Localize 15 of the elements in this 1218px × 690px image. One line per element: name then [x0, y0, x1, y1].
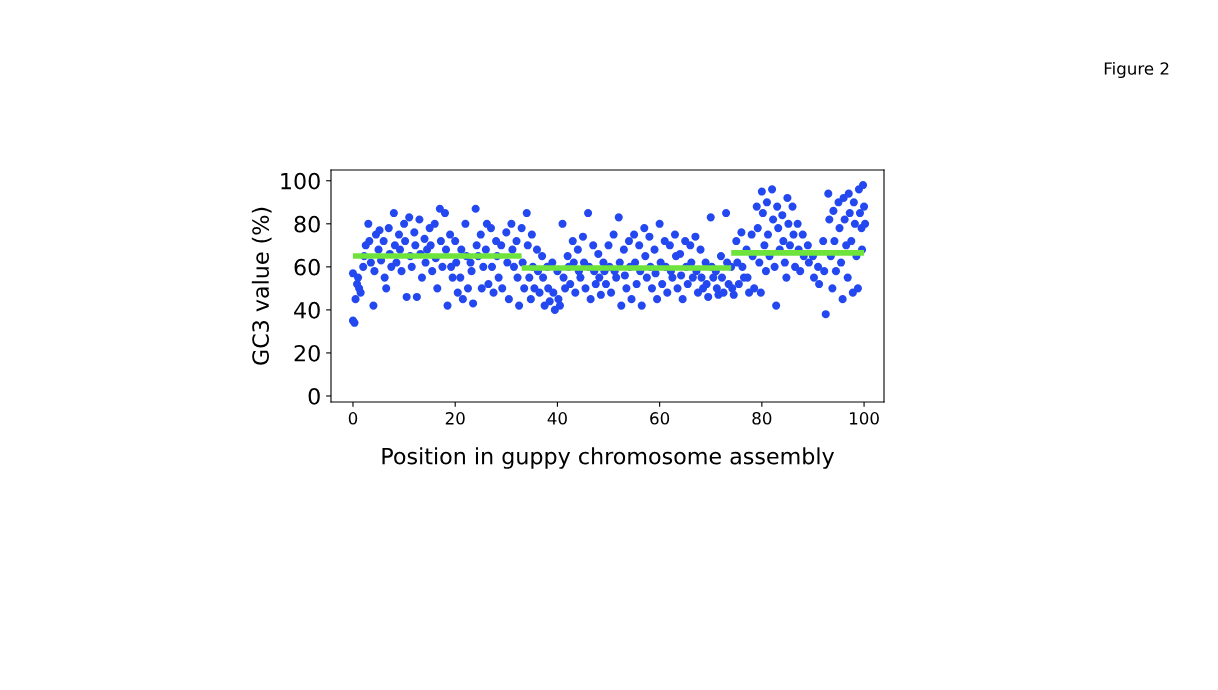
y-tick-label: 100 [281, 172, 320, 190]
x-tick-label: 20 [445, 412, 465, 425]
y-tick-label: 60 [294, 258, 320, 276]
x-tick-label: 100 [849, 412, 879, 425]
x-tick-label: 0 [348, 412, 358, 425]
y-tick-label: 0 [308, 387, 320, 405]
y-axis-title: GC3 value (%) [251, 207, 272, 365]
x-tick-label: 40 [547, 412, 567, 425]
x-tick-label: 60 [650, 412, 670, 425]
y-tick-label: 80 [294, 215, 320, 233]
x-tick-label: 80 [752, 412, 772, 425]
y-tick-label: 20 [294, 344, 320, 362]
x-axis-title: Position in guppy chromosome assembly [382, 447, 835, 469]
caption: Figure 2 [1104, 61, 1169, 79]
y-tick-label: 40 [294, 301, 320, 319]
